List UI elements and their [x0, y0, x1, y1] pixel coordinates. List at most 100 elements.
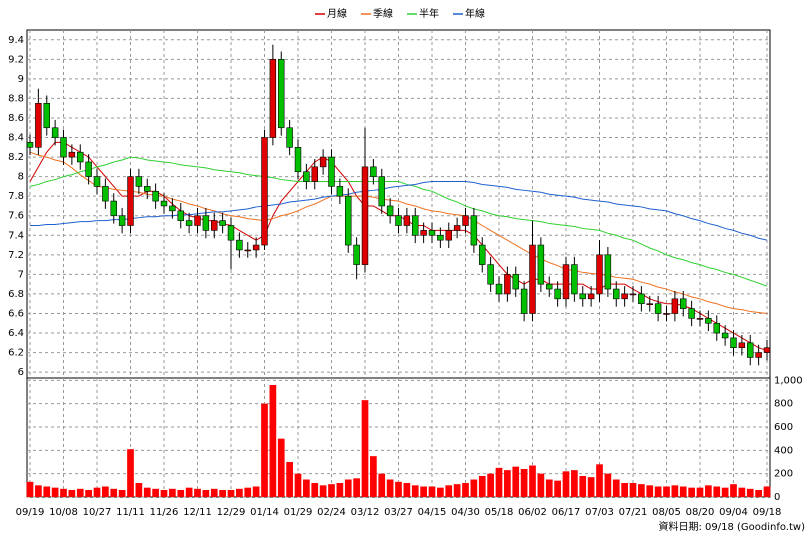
- candle-body: [303, 171, 310, 182]
- volume-bar: [35, 485, 42, 497]
- volume-bar: [370, 456, 377, 497]
- candle-body: [445, 230, 452, 241]
- volume-bar: [554, 480, 561, 497]
- volume-bar: [537, 473, 545, 497]
- moving-average-line: [30, 181, 768, 241]
- candle-body: [587, 293, 595, 300]
- candle-body: [294, 147, 302, 173]
- volume-bar: [453, 484, 461, 497]
- y-tick-label: 9.2: [8, 54, 24, 65]
- candle-body: [135, 176, 143, 187]
- candle-body: [227, 225, 235, 241]
- volume-bar: [227, 490, 235, 497]
- candle-body: [537, 244, 545, 285]
- candle-body: [495, 283, 503, 295]
- volume-bar: [713, 486, 721, 497]
- volume-bar: [319, 485, 327, 497]
- candle-body: [219, 220, 226, 226]
- y-tick-label: 8.8: [8, 93, 24, 104]
- candle-body: [278, 59, 285, 129]
- x-tick-label: 08/05: [652, 507, 681, 518]
- candle-body: [604, 254, 612, 290]
- candle-body: [110, 200, 117, 217]
- volume-bar: [520, 469, 528, 497]
- candle-body: [755, 352, 762, 358]
- candle-body: [336, 186, 344, 197]
- y-tick-label: 8: [18, 172, 24, 183]
- y-tick-label: 8.6: [8, 113, 24, 124]
- x-tick-label: 04/15: [418, 507, 447, 518]
- y-tick-label: 9.4: [8, 35, 24, 46]
- x-tick-label: 08/20: [686, 507, 715, 518]
- volume-bar: [738, 487, 746, 497]
- volume-bar: [562, 471, 570, 497]
- volume-bar: [679, 486, 687, 497]
- volume-bar: [721, 487, 729, 497]
- candle-body: [185, 220, 193, 226]
- source-note: 資料日期: 09/18 (Goodinfo.tw): [658, 520, 805, 533]
- candle-body: [621, 293, 628, 300]
- volume-bar: [462, 483, 469, 497]
- candle-body: [646, 303, 653, 306]
- candle-body: [370, 166, 377, 177]
- candle-body: [705, 318, 712, 324]
- volume-bar: [311, 483, 319, 497]
- legend-label: 半年: [419, 7, 439, 20]
- candle-body: [696, 318, 704, 320]
- candle-body: [211, 220, 218, 231]
- legend-label: 季線: [373, 7, 393, 20]
- candle-body: [51, 127, 59, 138]
- volume-bar: [671, 485, 679, 497]
- candle-body: [85, 161, 92, 177]
- volume-bar: [177, 490, 185, 497]
- volume-bar: [403, 483, 411, 497]
- candle-body: [479, 244, 486, 265]
- volume-bar: [336, 483, 344, 497]
- x-tick-label: 06/02: [518, 507, 547, 518]
- volume-bar: [654, 486, 662, 497]
- y-tick-label: 7: [18, 269, 24, 280]
- volume-bar: [478, 476, 486, 497]
- volume-bar: [646, 485, 654, 497]
- y-tick-label: 7.2: [8, 250, 24, 261]
- candle-body: [68, 151, 76, 158]
- volume-bar: [663, 486, 670, 497]
- volume-tick-label: 1,000: [774, 375, 803, 386]
- volume-bar: [26, 481, 34, 497]
- x-tick-label: 09/18: [753, 507, 782, 518]
- candle-body: [554, 288, 561, 300]
- candle-body: [663, 313, 670, 315]
- y-tick-label: 6.6: [8, 308, 24, 319]
- volume-bar: [378, 473, 386, 497]
- candle-body: [152, 190, 159, 202]
- candle-body: [144, 186, 151, 192]
- candle-body: [60, 137, 67, 158]
- candle-body: [638, 293, 645, 305]
- candle-body: [169, 205, 176, 212]
- volume-bar: [545, 479, 553, 497]
- x-tick-label: 09/19: [16, 507, 45, 518]
- candle-body: [520, 288, 528, 314]
- candle-body: [654, 303, 662, 314]
- volume-bar: [294, 473, 302, 497]
- candle-body: [353, 244, 360, 265]
- volume-bar: [219, 490, 226, 497]
- candle-body: [311, 166, 318, 182]
- volume-bar: [194, 488, 201, 497]
- candle-body: [328, 156, 335, 187]
- volume-bar: [152, 488, 159, 497]
- volume-bar: [411, 485, 419, 497]
- candle-body: [730, 337, 737, 348]
- candle-body: [571, 264, 578, 295]
- volume-tick-label: 800: [774, 399, 793, 410]
- volume-bar: [629, 483, 637, 497]
- x-tick-label: 12/11: [183, 507, 212, 518]
- candle-body: [671, 298, 679, 314]
- x-tick-label: 03/12: [351, 507, 380, 518]
- moving-average-line: [29, 156, 768, 287]
- volume-tick-label: 0: [774, 492, 780, 503]
- volume-bar: [621, 483, 628, 497]
- candle-body: [688, 308, 695, 319]
- volume-bar: [587, 477, 595, 497]
